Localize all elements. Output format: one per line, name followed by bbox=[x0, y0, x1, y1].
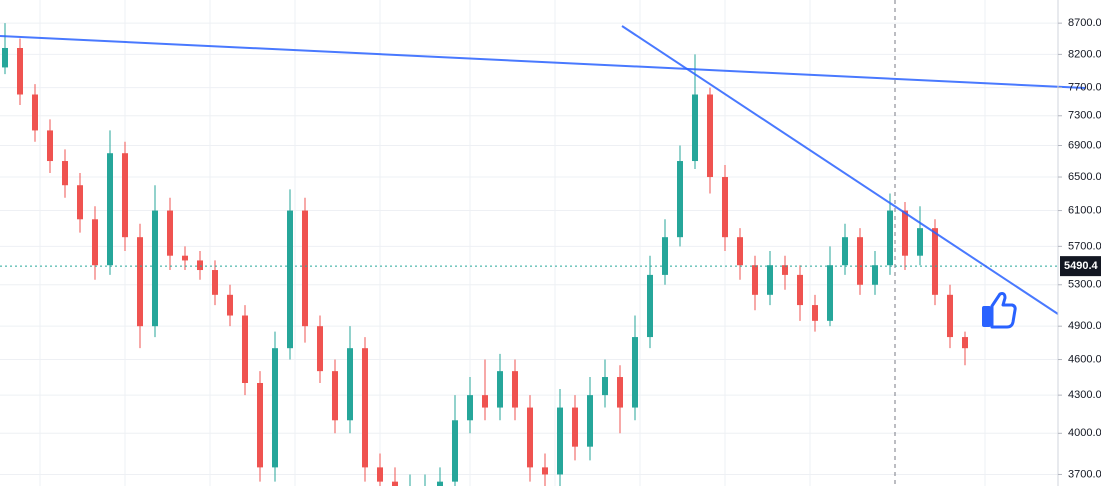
candle-body bbox=[242, 315, 248, 383]
candle-body bbox=[917, 228, 923, 256]
candle-body bbox=[212, 270, 218, 295]
candle-body bbox=[47, 130, 53, 162]
horizontal-grid bbox=[0, 22, 1058, 475]
candle-body bbox=[722, 177, 728, 238]
candle-body bbox=[32, 94, 38, 131]
candle-body bbox=[962, 337, 968, 349]
y-tick-label: 6900.0 bbox=[1068, 139, 1101, 151]
candle-body bbox=[737, 237, 743, 266]
y-tick-label: 4900.0 bbox=[1068, 320, 1101, 332]
candle-body bbox=[167, 210, 173, 256]
candle-body bbox=[227, 294, 233, 316]
candles bbox=[2, 23, 968, 486]
candle-body bbox=[527, 407, 533, 468]
candle-body bbox=[767, 265, 773, 295]
candle-body bbox=[812, 305, 818, 321]
candle-body bbox=[482, 395, 488, 408]
candle-body bbox=[362, 348, 368, 468]
candle-body bbox=[647, 274, 653, 338]
candle-body bbox=[662, 237, 668, 275]
candle-body bbox=[137, 237, 143, 327]
candle-body bbox=[602, 377, 608, 396]
candle-body bbox=[782, 265, 788, 275]
candle-body bbox=[332, 371, 338, 421]
candle-body bbox=[287, 210, 293, 349]
y-tick-label: 7300.0 bbox=[1068, 110, 1101, 122]
candle-body bbox=[947, 294, 953, 338]
candle-body bbox=[587, 395, 593, 447]
price-axis: 8700.0 8200.0 7700.0 7300.0 6900.0 6500.0 6100… bbox=[1058, 17, 1101, 480]
y-tick-label: 8200.0 bbox=[1068, 48, 1101, 60]
y-tick-label: 4600.0 bbox=[1068, 353, 1101, 365]
candle-body bbox=[257, 382, 263, 468]
candle-body bbox=[857, 237, 863, 285]
candle-body bbox=[197, 260, 203, 271]
candle-body bbox=[932, 228, 938, 295]
candle-body bbox=[272, 348, 278, 468]
candle-body bbox=[557, 407, 563, 475]
y-tick-label: 6500.0 bbox=[1068, 171, 1101, 183]
candle-body bbox=[347, 348, 353, 421]
candle-body bbox=[752, 265, 758, 295]
candle-body bbox=[17, 47, 23, 95]
last-price-label: 5490.4 bbox=[1064, 260, 1099, 272]
candle-body bbox=[122, 153, 128, 238]
candle-body bbox=[497, 371, 503, 408]
trend-line bbox=[0, 35, 1086, 89]
candle-body bbox=[377, 467, 383, 482]
candle-body bbox=[302, 210, 308, 327]
candle-body bbox=[62, 161, 68, 186]
y-tick-label: 6100.0 bbox=[1068, 204, 1101, 216]
candle-body bbox=[182, 255, 188, 261]
candle-body bbox=[467, 395, 473, 421]
candle-body bbox=[692, 94, 698, 162]
y-tick-label: 7700.0 bbox=[1068, 82, 1101, 94]
candle-body bbox=[317, 326, 323, 372]
trend-line bbox=[621, 25, 1059, 315]
candle-body bbox=[842, 237, 848, 266]
candle-body bbox=[632, 337, 638, 408]
candle-body bbox=[797, 274, 803, 306]
candle-body bbox=[677, 161, 683, 238]
y-tick-label: 8700.0 bbox=[1068, 17, 1101, 29]
last-price-badge bbox=[1060, 256, 1101, 277]
candle-body bbox=[77, 185, 83, 220]
thumbs-up-icon bbox=[982, 292, 1017, 329]
candle-body bbox=[902, 210, 908, 256]
candle-body bbox=[152, 210, 158, 327]
candle-body bbox=[887, 210, 893, 266]
candle-body bbox=[452, 420, 458, 482]
candle-body bbox=[437, 481, 443, 486]
candle-body bbox=[707, 94, 713, 178]
y-tick-label: 4000.0 bbox=[1068, 427, 1101, 439]
y-tick-label: 4300.0 bbox=[1068, 389, 1101, 401]
y-tick-label: 5700.0 bbox=[1068, 240, 1101, 252]
candle-body bbox=[512, 371, 518, 408]
y-tick-label: 3700.0 bbox=[1068, 468, 1101, 480]
candle-body bbox=[572, 407, 578, 447]
candle-body bbox=[827, 265, 833, 321]
candle-body bbox=[92, 219, 98, 266]
candle-body bbox=[542, 467, 548, 475]
candle-body bbox=[2, 47, 8, 68]
candle-body bbox=[392, 481, 398, 486]
candle-body bbox=[617, 377, 623, 408]
y-tick-label: 5300.0 bbox=[1068, 279, 1101, 291]
candle-body bbox=[107, 153, 113, 266]
candle-body bbox=[872, 265, 878, 285]
